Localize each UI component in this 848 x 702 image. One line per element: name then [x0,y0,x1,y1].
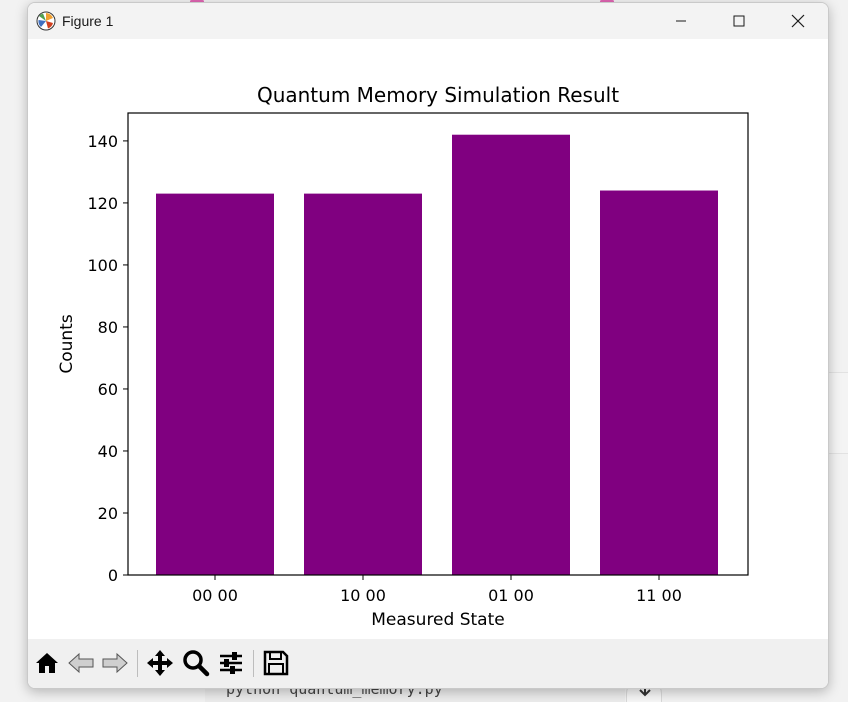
x-tick-label: 00 00 [192,586,238,605]
back-button[interactable] [66,648,96,678]
bar-01-00 [452,134,570,575]
y-tick-label: 0 [108,566,118,585]
save-icon [263,650,289,676]
maximize-button[interactable] [710,3,768,39]
toolbar-separator [137,650,138,677]
x-axis-label: Measured State [371,610,504,630]
configure-subplots-button[interactable] [216,648,246,678]
y-tick-label: 120 [87,194,118,213]
save-button[interactable] [261,648,291,678]
forward-button[interactable] [100,648,130,678]
zoom-icon [183,650,210,677]
minimize-icon [676,20,686,22]
close-button[interactable] [769,3,827,39]
window-title: Figure 1 [62,13,114,29]
background-accent [600,0,614,3]
configure-subplots-icon [220,652,242,674]
background-panel [827,372,848,454]
x-tick-label: 10 00 [340,586,386,605]
close-icon [791,14,805,28]
forward-arrow-icon [102,652,128,674]
bar-chart: Quantum Memory Simulation Result 0 20 40 60… [57,83,749,630]
chart-title: Quantum Memory Simulation Result [257,83,619,107]
x-tick-label: 01 00 [488,586,534,605]
maximize-icon [733,15,745,27]
y-tick-label: 140 [87,132,118,151]
bar-10-00 [304,193,422,576]
bar-11-00 [600,190,718,575]
bar-00-00 [156,193,274,576]
navigation-toolbar [28,639,828,688]
y-tick-label: 100 [87,256,118,275]
minimize-button[interactable] [652,3,710,39]
toolbar-separator [253,650,254,677]
y-tick-label: 40 [98,442,118,461]
plot-frame [127,112,749,576]
pan-icon [147,650,173,676]
x-tick-label: 11 00 [636,586,682,605]
zoom-button[interactable] [181,648,211,678]
home-button[interactable] [32,648,62,678]
y-axis-label: Counts [57,314,77,373]
back-arrow-icon [68,652,94,674]
figure-canvas[interactable]: Quantum Memory Simulation Result 0 20 40 60… [28,39,828,639]
y-tick-label: 60 [98,380,118,399]
home-icon [36,653,58,673]
background-accent [190,0,204,3]
y-tick-label: 20 [98,504,118,523]
pan-button[interactable] [145,648,175,678]
title-bar[interactable]: Figure 1 [28,3,828,39]
matplotlib-logo-icon [36,11,56,31]
figure-window: Figure 1 Quantum Memory Simulation Resul… [27,2,829,689]
y-tick-label: 80 [98,318,118,337]
